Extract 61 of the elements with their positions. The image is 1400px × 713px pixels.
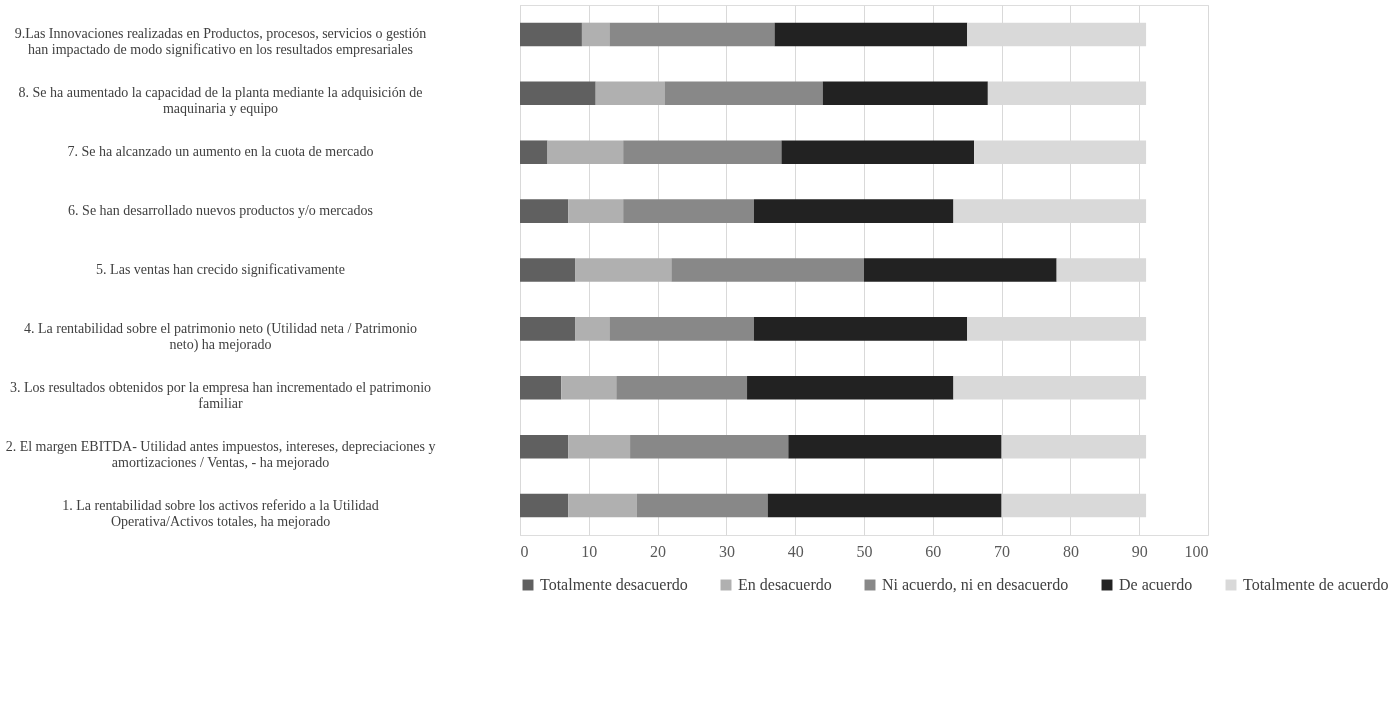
bar: [623, 199, 754, 223]
bar: [520, 140, 548, 164]
bar: [568, 434, 631, 459]
bar: [568, 493, 637, 518]
bar: [520, 22, 582, 47]
x-tick-label: 80: [1062, 542, 1079, 560]
bar: [520, 317, 576, 341]
x-tick-label: 90: [1131, 542, 1148, 560]
bar: [822, 81, 988, 106]
x-tick-label: 100: [1184, 542, 1209, 560]
y-tick-label: 7. Se ha alcanzado un aumento en la cuota de mercado: [67, 144, 374, 160]
x-tick-label: 60: [925, 542, 942, 560]
legend-label: Totalmente desacuerdo: [540, 576, 688, 593]
bar: [568, 199, 624, 223]
bar: [575, 317, 610, 341]
y-tick-label: 3. Los resultados obtenidos por la empresa han incrementado el patrimonio familiar: [9, 379, 432, 411]
bar: [609, 22, 775, 47]
bar: [788, 434, 1002, 459]
bar: [547, 140, 624, 164]
x-tick-label: 50: [856, 542, 873, 560]
bar: [520, 258, 576, 282]
bar: [753, 317, 968, 341]
legend-label: De acuerdo: [1119, 576, 1193, 593]
bar: [595, 81, 665, 106]
bar: [781, 140, 975, 164]
bar: [609, 317, 754, 341]
bar: [747, 376, 954, 400]
y-tick-label: 9.Las Innovaciones realizadas en Productos, procesos, servicios o gestión han impactado de modo significativo en los resultados empresariales: [14, 26, 427, 58]
bar: [864, 258, 1057, 282]
x-tick-label: 0: [520, 542, 529, 560]
y-tick-label: 4. La rentabilidad sobre el patrimonio neto (Utilidad neta / Patrimonio neto) ha mejorado: [23, 320, 418, 353]
bar: [575, 258, 672, 282]
x-tick-label: 20: [650, 542, 667, 560]
bar: [520, 376, 562, 400]
bar: [753, 199, 954, 223]
bar: [616, 376, 748, 400]
bar: [561, 376, 617, 400]
y-tick-label: 6. Se han desarrollado nuevos productos y/o mercados: [68, 203, 373, 219]
legend-label: En desacuerdo: [738, 576, 832, 593]
bar: [520, 493, 569, 518]
x-tick-label: 30: [718, 542, 735, 560]
bar: [581, 22, 610, 47]
legend-label: Totalmente de acuerdo: [1243, 576, 1389, 593]
y-tick-label: 8. Se ha aumentado la capacidad de la planta mediante la adquisición de maquinaria y equipo: [18, 85, 423, 117]
bar: [774, 22, 968, 47]
y-tick-label: 5. Las ventas han crecido significativamente: [96, 262, 345, 277]
bar: [664, 81, 823, 106]
x-tick-label: 40: [787, 542, 804, 560]
y-tick-label: 1. La rentabilidad sobre los activos referido a la Utilidad Operativa/Activos totales, ha mejorado: [62, 497, 379, 529]
bar: [520, 81, 596, 106]
x-tick-label: 10: [581, 542, 598, 560]
bar: [767, 493, 1002, 518]
bar: [671, 258, 864, 282]
bar: [630, 434, 789, 459]
x-tick-label: 70: [994, 542, 1011, 560]
bar: [636, 493, 768, 518]
legend-label: Ni acuerdo, ni en desacuerdo: [882, 576, 1069, 593]
bar: [520, 199, 569, 223]
bar: [520, 434, 569, 459]
bar: [623, 140, 782, 164]
y-tick-label: 2. El margen EBITDA- Utilidad antes impuestos, intereses, depreciaciones y amortizaciones / Ventas, - ha mejorado: [5, 438, 436, 470]
